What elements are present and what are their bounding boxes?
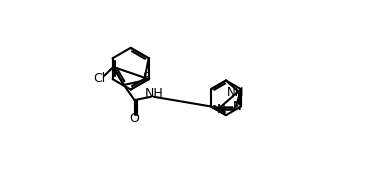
- Text: NH: NH: [144, 87, 163, 100]
- Text: N: N: [217, 103, 225, 116]
- Text: N: N: [233, 100, 242, 113]
- Text: Cl: Cl: [93, 72, 105, 85]
- Text: O: O: [130, 112, 139, 125]
- Text: NH: NH: [227, 87, 244, 100]
- Text: S: S: [142, 71, 151, 84]
